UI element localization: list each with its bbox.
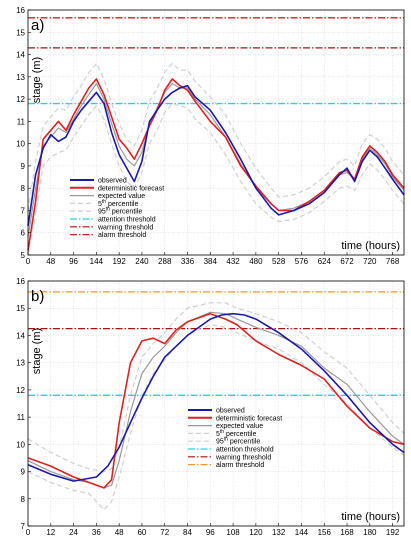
y-tick-label: 11	[17, 117, 26, 126]
legend-entry: deterministic forecast	[216, 415, 282, 422]
x-tick-label: 96	[69, 257, 78, 266]
x-tick-label: 0	[26, 528, 31, 537]
x-tick-label: 528	[272, 257, 286, 266]
x-axis-label-a: time (hours)	[341, 240, 400, 252]
legend-entry: deterministic forecast	[98, 185, 164, 192]
x-tick-label: 336	[181, 257, 195, 266]
y-tick-label: 15	[16, 28, 25, 37]
legend-entry: alarm threshold	[216, 462, 264, 469]
x-tick-label: 0	[26, 257, 31, 266]
legend-entry: 95th percentile	[216, 437, 260, 446]
legend-entry: expected value	[216, 423, 263, 430]
plot-frame-b	[27, 280, 405, 527]
y-tick-label: 14	[16, 331, 25, 340]
series-line-a-1	[27, 78, 405, 251]
chart-panel-b: 0 12 24 36 48 60 72 84 96 108 120 132 144 156 168 180 19…	[16, 277, 405, 537]
x-tick-label: 48	[115, 528, 124, 537]
legend-entry: 5th percentile	[216, 429, 256, 438]
x-tick-label: 120	[249, 528, 263, 537]
x-tick-label: 192	[386, 528, 400, 537]
y-tick-label: 8	[21, 495, 26, 504]
x-tick-label: 180	[363, 528, 377, 537]
x-axis-label-b: time (hours)	[341, 511, 400, 523]
series-line-a-3	[27, 102, 405, 256]
y-tick-label: 9	[21, 468, 26, 477]
series-line-b-0	[27, 312, 405, 482]
y-axis-label-a: stage (m)	[31, 57, 43, 103]
x-tick-label: 288	[158, 257, 172, 266]
y-tick-label: 7	[21, 522, 26, 531]
x-tick-label: 240	[135, 257, 149, 266]
legend-entry: alarm threshold	[98, 232, 146, 239]
x-tick-label: 108	[226, 528, 240, 537]
x-tick-label: 144	[295, 528, 309, 537]
x-tick-label: 84	[183, 528, 192, 537]
x-tick-label: 432	[226, 257, 240, 266]
x-tick-label: 96	[206, 528, 215, 537]
x-tick-label: 72	[160, 528, 169, 537]
y-tick-label: 15	[16, 304, 25, 313]
y-tick-label: 5	[21, 251, 26, 260]
x-tick-label: 624	[318, 257, 332, 266]
panel-label-b: b)	[31, 288, 44, 305]
grid-a	[27, 9, 404, 256]
plot-frame-a	[27, 9, 405, 256]
x-tick-label: 132	[272, 528, 286, 537]
y-tick-label: 7	[21, 206, 26, 215]
x-tick-label: 576	[295, 257, 309, 266]
y-tick-label: 16	[16, 6, 25, 15]
y-axis-label-b: stage (m)	[31, 328, 43, 374]
x-tick-label: 156	[318, 528, 332, 537]
x-tick-label: 60	[137, 528, 146, 537]
y-tick-label: 9	[21, 162, 26, 171]
x-tick-label: 168	[340, 528, 354, 537]
y-tick-label: 14	[16, 51, 25, 60]
series-line-a-0	[27, 84, 405, 227]
x-tick-label: 36	[92, 528, 101, 537]
x-tick-label: 48	[46, 257, 55, 266]
series-line-b-1	[27, 312, 405, 489]
legend-entry: warning threshold	[97, 224, 153, 231]
panel-label-a: a)	[31, 17, 44, 34]
y-tick-label: 6	[21, 229, 26, 238]
y-tick-label: 13	[16, 73, 25, 82]
x-tick-label: 192	[112, 257, 126, 266]
x-tick-label: 144	[90, 257, 104, 266]
legend-entry: 95th percentile	[98, 207, 142, 216]
legend-entry: attention threshold	[98, 217, 156, 224]
y-tick-label: 12	[16, 95, 25, 104]
y-tick-label: 12	[16, 386, 25, 395]
x-tick-label: 24	[69, 528, 78, 537]
legend-entry: 5th percentile	[98, 199, 138, 208]
legend-entry: observed	[98, 178, 127, 185]
x-tick-label: 12	[46, 528, 55, 537]
y-tick-label: 10	[16, 140, 25, 149]
legend-entry: expected value	[98, 193, 145, 200]
y-tick-label: 8	[21, 184, 26, 193]
x-tick-label: 768	[386, 257, 400, 266]
y-tick-label: 10	[16, 440, 25, 449]
x-tick-label: 672	[340, 257, 354, 266]
x-tick-label: 480	[249, 257, 263, 266]
y-tick-label: 16	[16, 277, 25, 286]
chart-panel-a: 0 48 96 144 192 240 288 336 384 432 480 528 576 624 67…	[16, 6, 405, 266]
x-tick-label: 384	[204, 257, 218, 266]
legend-entry: observed	[216, 408, 245, 415]
y-tick-label: 11	[17, 413, 26, 422]
legend-entry: warning threshold	[215, 454, 271, 461]
legend-entry: attention threshold	[216, 447, 274, 454]
x-tick-label: 720	[363, 257, 377, 266]
y-tick-label: 13	[16, 359, 25, 368]
